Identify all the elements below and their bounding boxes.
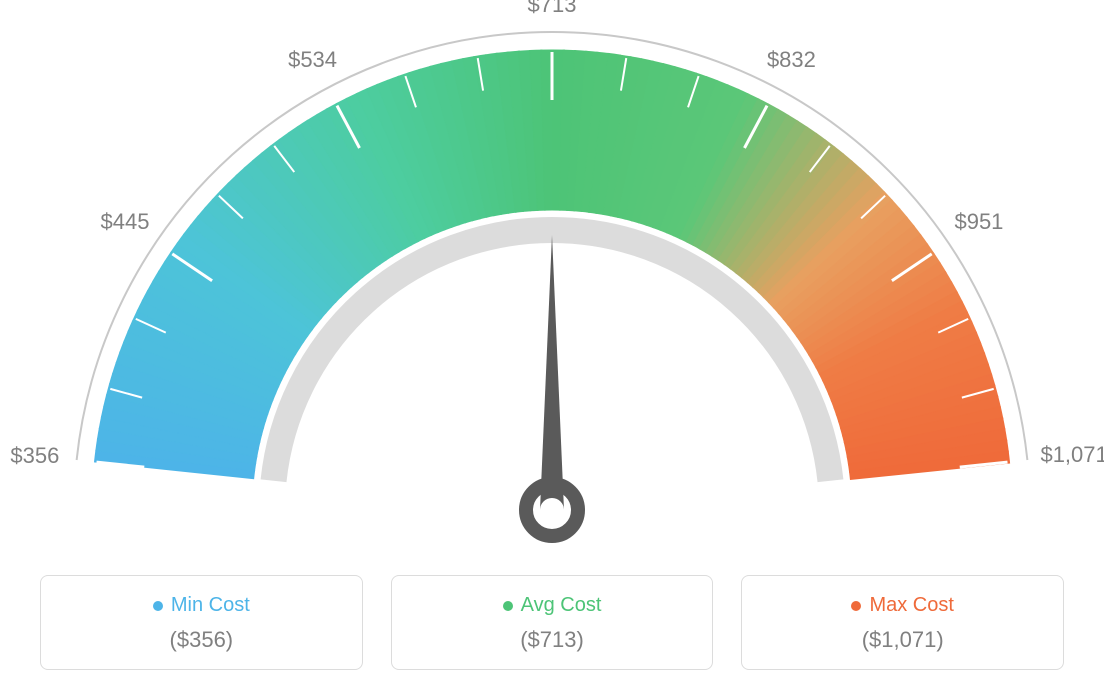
legend-avg-title: Avg Cost: [503, 594, 602, 617]
gauge-tick-label: $534: [288, 47, 337, 73]
legend-min-title-text: Min Cost: [171, 594, 250, 617]
legend-row: Min Cost ($356) Avg Cost ($713) Max Cost…: [40, 575, 1064, 670]
legend-max-dot: [851, 601, 861, 611]
legend-max-title-text: Max Cost: [869, 594, 953, 617]
gauge-svg: [0, 0, 1104, 560]
legend-avg-title-text: Avg Cost: [521, 594, 602, 617]
legend-avg: Avg Cost ($713): [391, 575, 714, 670]
gauge-tick-label: $713: [528, 0, 577, 18]
gauge-tick-label: $951: [954, 209, 1003, 235]
legend-min: Min Cost ($356): [40, 575, 363, 670]
legend-max-title: Max Cost: [851, 594, 953, 617]
legend-max: Max Cost ($1,071): [741, 575, 1064, 670]
gauge-tick-label: $1,071: [1040, 442, 1104, 468]
gauge-tick-label: $832: [767, 47, 816, 73]
legend-max-value: ($1,071): [752, 627, 1053, 653]
gauge-tick-label: $356: [10, 443, 59, 469]
legend-avg-dot: [503, 601, 513, 611]
gauge-area: $356 $445 $534 $713 $832 $951 $1,071: [0, 0, 1104, 560]
legend-min-value: ($356): [51, 627, 352, 653]
legend-min-title: Min Cost: [153, 594, 250, 617]
legend-min-dot: [153, 601, 163, 611]
legend-avg-value: ($713): [402, 627, 703, 653]
gauge-tick-label: $445: [101, 209, 150, 235]
cost-gauge-chart: $356 $445 $534 $713 $832 $951 $1,071 Min Cost …: [0, 0, 1104, 690]
